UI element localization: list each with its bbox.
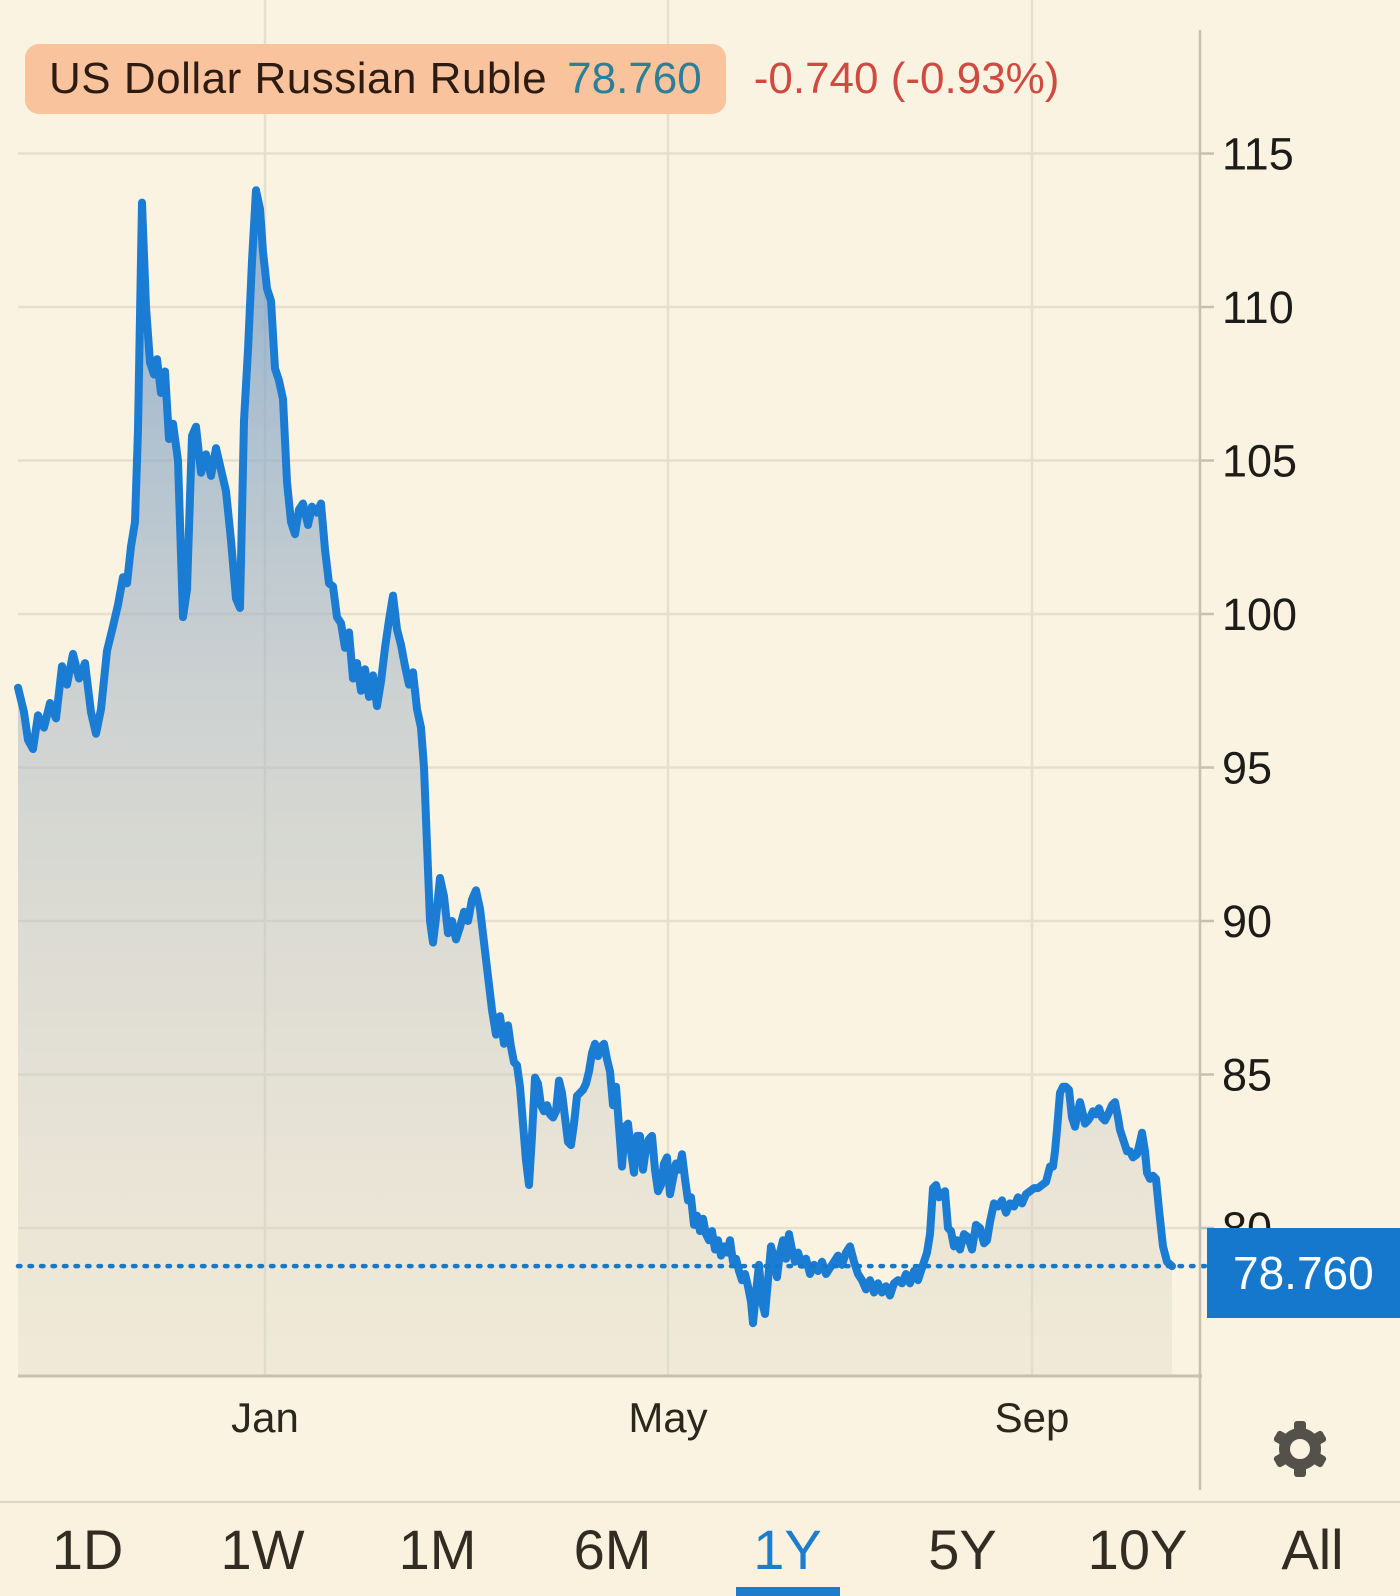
range-all[interactable]: All <box>1225 1503 1400 1596</box>
svg-text:Jan: Jan <box>231 1394 299 1441</box>
range-1y[interactable]: 1Y <box>700 1503 875 1596</box>
range-1y-label: 1Y <box>753 1518 822 1581</box>
svg-text:May: May <box>628 1394 707 1441</box>
range-1w[interactable]: 1W <box>175 1503 350 1596</box>
current-price-tag: 78.760 <box>1207 1228 1400 1318</box>
range-1m-label: 1M <box>398 1518 477 1581</box>
range-all-label: All <box>1281 1518 1344 1581</box>
svg-text:85: 85 <box>1222 1050 1272 1101</box>
instrument-name: US Dollar Russian Ruble <box>49 54 548 103</box>
price-change: -0.740 (-0.93%) <box>753 54 1060 103</box>
range-6m-label: 6M <box>573 1518 652 1581</box>
svg-text:Sep: Sep <box>995 1394 1070 1441</box>
svg-text:90: 90 <box>1222 896 1272 947</box>
quote-title-highlight: US Dollar Russian Ruble 78.760 <box>25 44 726 114</box>
range-1w-label: 1W <box>220 1518 305 1581</box>
svg-text:110: 110 <box>1222 282 1294 333</box>
gear-icon <box>1273 1421 1327 1477</box>
chart-settings-button[interactable] <box>1268 1416 1332 1480</box>
range-10y[interactable]: 10Y <box>1050 1503 1225 1596</box>
range-1d[interactable]: 1D <box>0 1503 175 1596</box>
range-5y-label: 5Y <box>928 1518 997 1581</box>
selected-range-underline <box>735 1587 840 1596</box>
range-5y[interactable]: 5Y <box>875 1503 1050 1596</box>
svg-text:100: 100 <box>1222 589 1297 640</box>
range-10y-label: 10Y <box>1087 1518 1188 1581</box>
svg-text:115: 115 <box>1222 129 1294 180</box>
svg-text:95: 95 <box>1222 743 1272 794</box>
quote-header: US Dollar Russian Ruble 78.760 -0.740 (-… <box>25 44 1059 114</box>
range-selector: 1D 1W 1M 6M 1Y 5Y 10Y All <box>0 1501 1400 1596</box>
svg-text:105: 105 <box>1222 436 1297 487</box>
price-chart[interactable]: 11511010510095908580JanMaySep <box>0 0 1400 1500</box>
last-price: 78.760 <box>567 54 702 103</box>
range-6m[interactable]: 6M <box>525 1503 700 1596</box>
range-1m[interactable]: 1M <box>350 1503 525 1596</box>
range-1d-label: 1D <box>51 1518 124 1581</box>
